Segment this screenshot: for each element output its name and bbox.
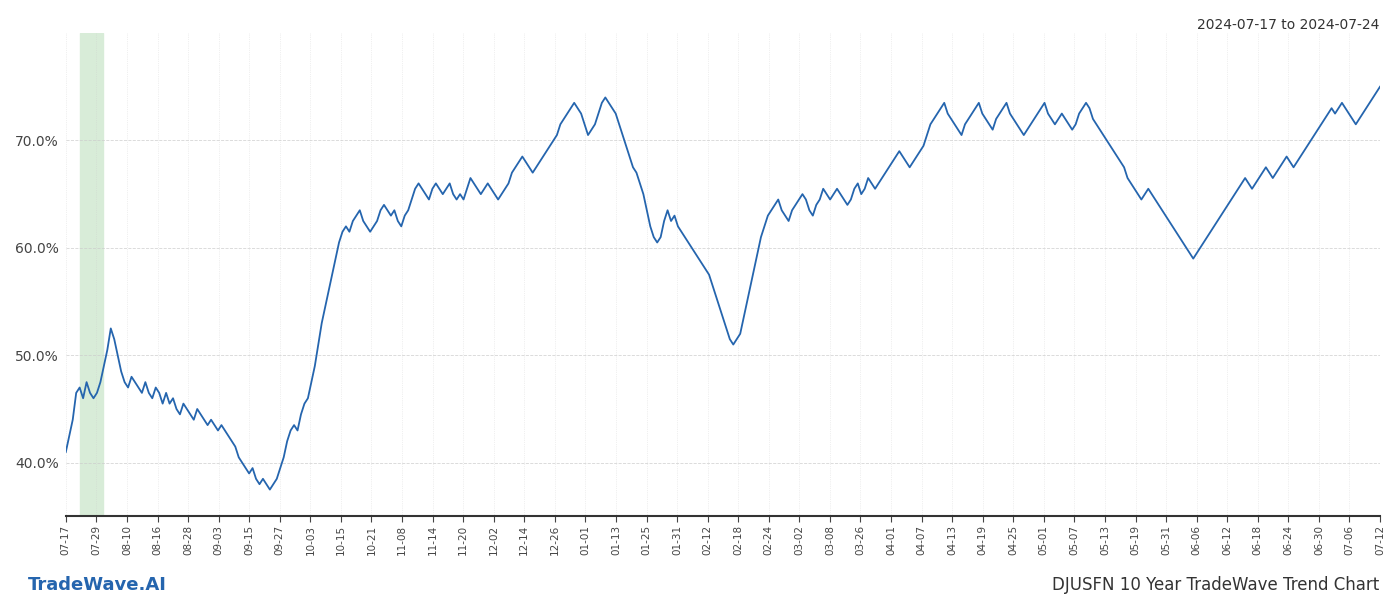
Text: 2024-07-17 to 2024-07-24: 2024-07-17 to 2024-07-24 <box>1197 18 1379 32</box>
Text: TradeWave.AI: TradeWave.AI <box>28 576 167 594</box>
Text: DJUSFN 10 Year TradeWave Trend Chart: DJUSFN 10 Year TradeWave Trend Chart <box>1051 576 1379 594</box>
Bar <box>80 33 102 517</box>
